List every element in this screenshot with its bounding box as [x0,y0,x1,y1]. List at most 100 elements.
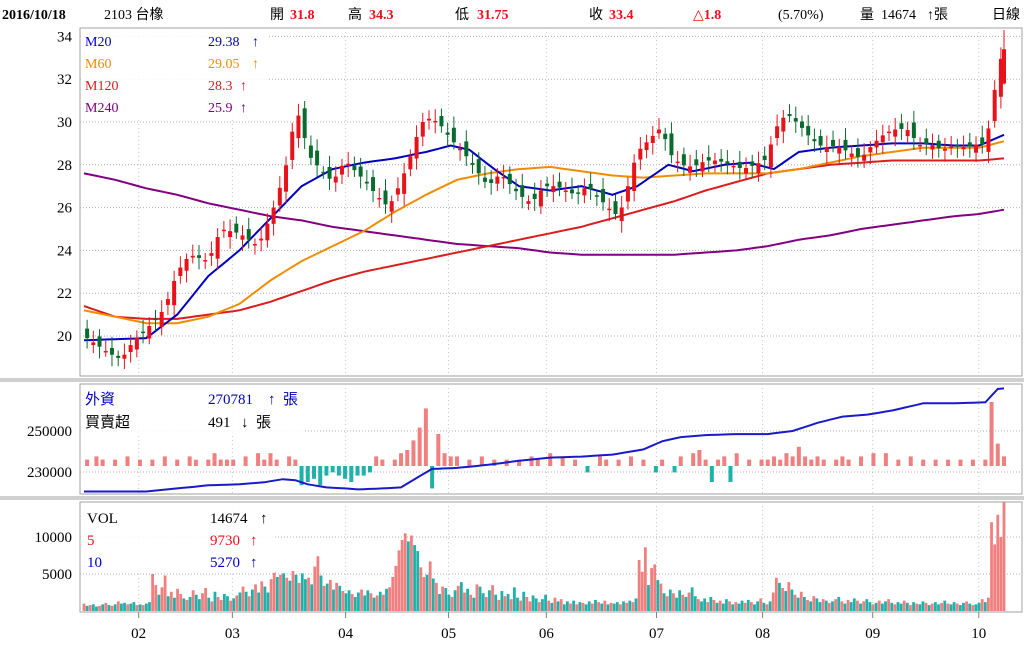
y-tick-label: 28 [57,158,72,174]
m120-line [83,157,1005,320]
price-y-axis: 20 22 24 26 28 30 32 34 [57,29,73,345]
volume-bar [809,601,813,611]
candle-body [165,299,170,305]
candle-body [607,208,612,211]
flow-bar [268,453,273,466]
flow-bar [330,466,335,473]
candle-body [526,201,531,204]
panel-divider [0,496,1024,500]
volume-bar [587,601,591,611]
volume-bar [980,599,984,611]
volume-bar [622,601,625,611]
flow-bar [921,459,926,466]
candle-body [582,188,587,196]
candle-body [271,207,276,224]
candle-body [414,136,419,159]
flow-bar [697,450,702,466]
candle-body [103,350,108,353]
candle-body [420,122,425,137]
volume-bar [466,588,469,611]
volume-bar [971,605,975,611]
volume-bar [603,600,607,611]
flow-bar [871,453,876,466]
flow-bar [803,456,808,466]
legend-m120-value: 28.3 [208,79,233,94]
flow-bar [305,466,310,482]
candle-body [588,183,593,190]
flow-bar [747,459,752,466]
volume-bar [787,582,791,611]
volume-bar [665,596,669,611]
volume-bar [272,571,276,611]
price-panel-frame [79,27,1023,377]
volume-bar [216,596,220,611]
volume-bar [185,599,189,611]
volume-bar [219,599,223,611]
volume-bar [91,604,95,611]
y-tick-label: 230000 [27,465,72,481]
volume-bar [619,604,622,611]
volume-bar [509,599,513,611]
volume-bar [993,544,997,611]
candle-body [569,189,574,194]
volume-bar [481,593,485,611]
volume-bar [369,593,373,611]
quote-stock: 2103 台橡 [104,7,164,23]
volume-bar [983,602,987,611]
candle-body [613,201,618,215]
legend-foreign-unit: 張 [283,392,298,408]
volume-bar [812,596,816,611]
volume-bar [659,583,663,611]
flow-bar [709,466,714,482]
volume-bar [116,601,120,611]
candle-body [520,185,525,197]
flow-bar [162,456,167,466]
flow-bar [430,466,435,489]
x-tick-label: 05 [441,626,456,642]
candle-body [806,125,811,136]
volume-bar [522,591,526,611]
volume-bar [191,590,195,611]
x-tick-label: 02 [131,626,146,642]
candle-body [887,131,891,134]
volume-bar [749,602,753,611]
flow-bar [790,456,795,466]
volume-bar [572,600,576,611]
volume-value: 14674 [881,8,916,23]
volume-bar [553,597,557,611]
volume-bar [737,603,741,611]
volume-bar [372,597,376,611]
volume-bar [703,598,707,611]
volume-bar [933,602,937,611]
m120-polyline [83,157,1005,320]
volume-bar [696,599,700,611]
volume-bar [335,582,339,611]
flow-bar [809,459,814,466]
volume-bar [678,590,682,611]
flow-bar [85,459,90,466]
volume-bar [450,596,454,611]
volume-bar [422,576,426,611]
volume-bar [756,601,760,611]
low-label: 低 [455,7,469,23]
candle-body [339,165,344,175]
legend-m20-name: M20 [85,35,111,50]
candle-body [402,173,407,194]
flow-bar [560,456,565,466]
volume-bar [260,581,264,611]
candle-body [930,145,935,150]
candle-body [986,128,991,152]
candle-body [625,186,630,202]
volume-bar [884,601,887,611]
y-tick-label: 20 [57,329,72,345]
volume-bar [965,601,968,611]
volume-bar [525,596,529,611]
volume-bar [188,596,192,611]
legend-vol10-arrow: ↑ [250,555,258,571]
flow-bar [392,459,397,466]
flow-bar [349,466,354,482]
volume-bar [796,597,800,611]
candle-body [109,348,114,355]
flow-bar [778,459,783,466]
foreign-holding-polyline [84,387,1005,493]
